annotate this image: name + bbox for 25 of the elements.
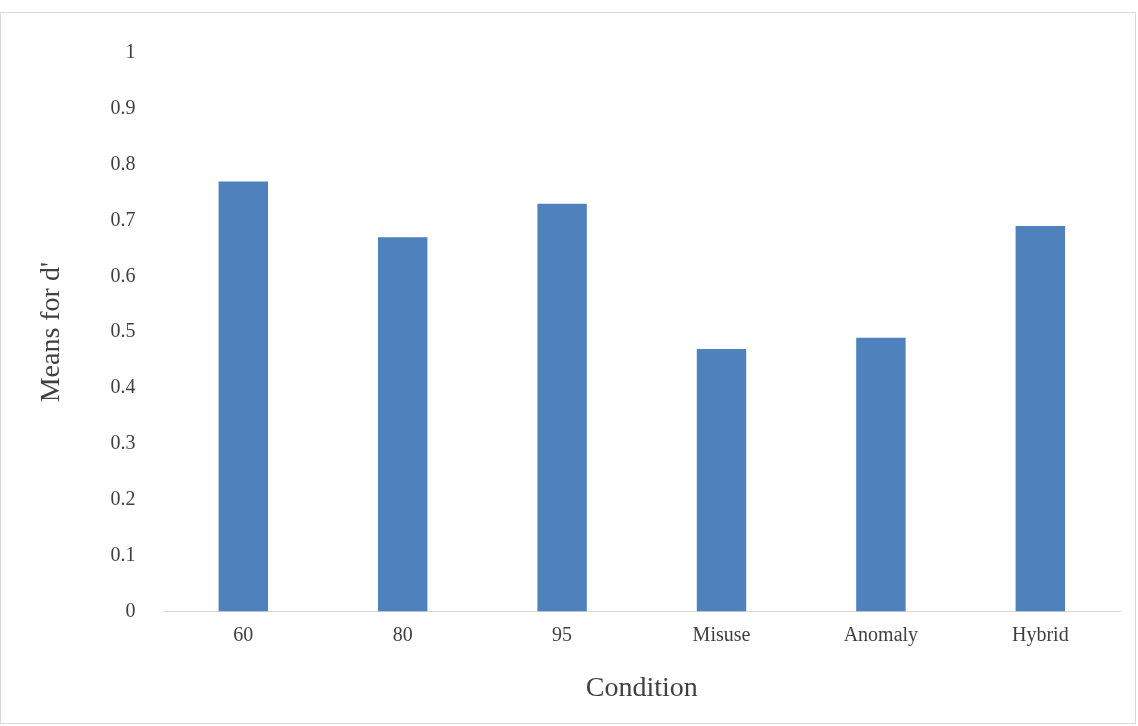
bar xyxy=(537,203,587,612)
y-tick-label: 0.3 xyxy=(110,431,136,454)
bar xyxy=(377,237,428,612)
x-tick-label: 80 xyxy=(392,622,413,645)
y-tick-label: 0 xyxy=(125,598,136,621)
bar xyxy=(218,181,269,612)
bar xyxy=(856,337,906,612)
y-tick-label: 0.5 xyxy=(110,319,136,342)
bar xyxy=(696,348,747,612)
x-tick-label: Anomaly xyxy=(843,622,919,646)
x-axis-title: Condition xyxy=(585,670,698,702)
bar xyxy=(1015,226,1066,612)
y-tick-label: 0.2 xyxy=(110,486,136,509)
x-tick-label: Misuse xyxy=(692,622,751,645)
y-tick-label: 0.9 xyxy=(110,96,136,119)
x-tick-label: Hybrid xyxy=(1011,622,1069,646)
y-tick-label: 0.4 xyxy=(110,375,136,398)
x-tick-label: 60 xyxy=(233,622,254,645)
y-axis-title: Means for d' xyxy=(34,262,66,403)
x-tick-label: 95 xyxy=(552,622,573,645)
y-tick-label: 0.6 xyxy=(110,263,136,286)
y-tick-label: 1 xyxy=(125,40,136,63)
y-tick-label: 0.8 xyxy=(110,151,136,174)
y-tick-label: 0.1 xyxy=(110,542,136,565)
y-tick-label: 0.7 xyxy=(110,207,136,230)
